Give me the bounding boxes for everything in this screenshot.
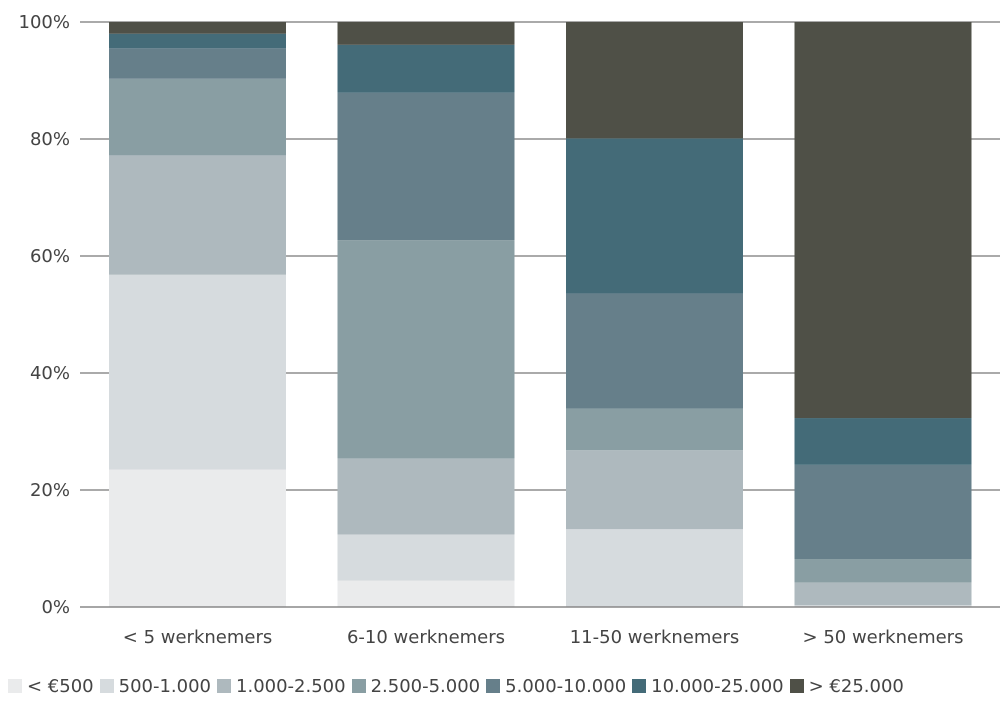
legend-item: 5.000-10.000 — [486, 676, 626, 697]
y-tick-label: 20% — [30, 480, 70, 501]
bar-segment — [109, 469, 286, 607]
legend-swatch — [99, 679, 114, 693]
bar-segment — [337, 534, 515, 581]
legend-swatch — [486, 679, 501, 693]
bar-segment — [337, 22, 515, 45]
y-tick-label: 100% — [19, 12, 70, 33]
bar-segment — [794, 22, 972, 419]
legend-label: 500-1.000 — [118, 676, 212, 697]
legend-item: 500-1.000 — [99, 676, 212, 697]
legend-swatch — [789, 679, 804, 693]
bar-segment — [337, 92, 515, 241]
legend-label: 5.000-10.000 — [505, 676, 627, 697]
bar-segment — [109, 274, 286, 470]
bar-segment — [109, 78, 286, 156]
legend-label: > €25.000 — [808, 676, 904, 697]
legend-swatch — [8, 679, 22, 693]
y-axis-ticks: 0% 20% 40% 60% 80% 100% — [19, 12, 70, 618]
bar-segment — [337, 240, 515, 459]
x-axis-ticks: < 5 werknemers 6-10 werknemers 11-50 werkn… — [123, 627, 964, 648]
x-tick-label: 6-10 werknemers — [347, 627, 505, 648]
x-tick-label: < 5 werknemers — [123, 627, 272, 648]
legend-item: > €25.000 — [789, 676, 904, 697]
bar-segment — [566, 138, 743, 294]
legend-item: 2.500-5.000 — [351, 676, 481, 697]
legend-label: 10.000-25.000 — [651, 676, 784, 697]
bar-segment — [109, 22, 286, 34]
bar-segment — [566, 529, 743, 607]
y-tick-label: 80% — [30, 129, 70, 150]
bar-segment — [337, 44, 515, 93]
bar-segment — [337, 580, 515, 607]
legend-label: < €500 — [27, 676, 94, 697]
legend-item: < €500 — [8, 676, 94, 697]
x-tick-label: 11-50 werknemers — [570, 627, 740, 648]
bar-segment — [794, 605, 972, 607]
legend-label: 2.500-5.000 — [370, 676, 481, 697]
bar-segment — [109, 155, 286, 275]
bar-segment — [794, 582, 972, 606]
y-tick-label: 40% — [30, 363, 70, 384]
bar-segment — [566, 22, 743, 139]
legend-item: 1.000-2.500 — [217, 676, 346, 697]
bar-segment — [566, 293, 743, 409]
legend-swatch — [351, 679, 366, 693]
y-tick-label: 0% — [41, 597, 70, 618]
stacked-bar-chart: 0% 20% 40% 60% 80% 100% < 5 werknemers 6-10 we… — [19, 12, 1000, 648]
legend-label: 1.000-2.500 — [236, 676, 346, 697]
bar-segment — [109, 48, 286, 79]
bars — [109, 22, 972, 607]
bar-segment — [337, 458, 515, 535]
legend-swatch — [217, 679, 232, 693]
bar-segment — [794, 559, 972, 583]
x-tick-label: > 50 werknemers — [803, 627, 964, 648]
bar-segment — [566, 408, 743, 451]
bar-segment — [794, 464, 972, 560]
bar-segment — [566, 450, 743, 530]
legend: < €500 500-1.000 1.000-2.500 2.500-5.000 5.0… — [8, 676, 910, 697]
legend-item: 10.000-25.000 — [632, 676, 784, 697]
legend-swatch — [632, 679, 647, 693]
y-tick-label: 60% — [30, 246, 70, 267]
bar-segment — [794, 418, 972, 465]
bar-segment — [109, 33, 286, 49]
